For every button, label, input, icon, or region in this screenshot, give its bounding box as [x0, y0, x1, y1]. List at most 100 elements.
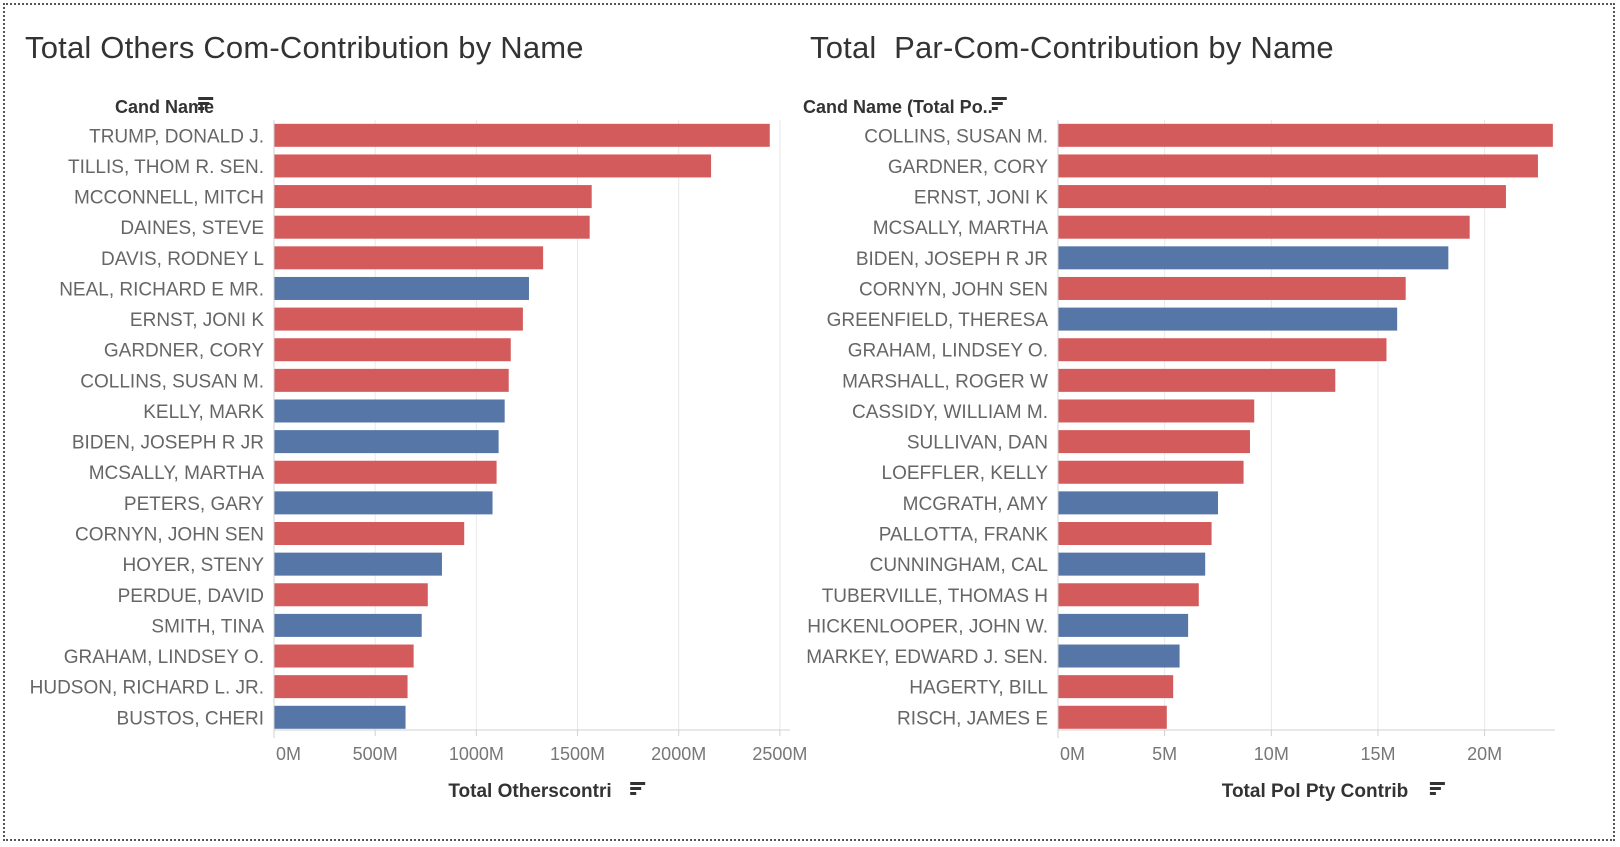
bar[interactable]: [274, 185, 592, 209]
x-axis-title: Total Otherscontri: [448, 781, 611, 802]
bar[interactable]: [274, 522, 465, 546]
bar[interactable]: [274, 246, 544, 270]
bar[interactable]: [274, 123, 770, 147]
category-label: MCSALLY, MARTHA: [89, 463, 265, 484]
category-label: SMITH, TINA: [151, 616, 264, 637]
bar[interactable]: [274, 276, 529, 300]
bar[interactable]: [274, 154, 712, 178]
bar[interactable]: [1058, 338, 1387, 362]
category-label: PALLOTTA, FRANK: [879, 525, 1049, 546]
category-label: CASSIDY, WILLIAM M.: [852, 402, 1048, 423]
bar[interactable]: [274, 644, 414, 668]
category-label: GRAHAM, LINDSEY O.: [64, 647, 264, 668]
category-label: MARKEY, EDWARD J. SEN.: [806, 647, 1048, 668]
bar[interactable]: [1058, 460, 1244, 484]
bar[interactable]: [1058, 613, 1189, 637]
category-label: MCSALLY, MARTHA: [873, 218, 1049, 239]
category-label: SULLIVAN, DAN: [907, 433, 1048, 454]
x-tick-label: 10M: [1254, 744, 1289, 764]
category-label: TRUMP, DONALD J.: [89, 126, 264, 147]
x-tick-label: 500M: [353, 744, 398, 764]
bar[interactable]: [1058, 430, 1250, 454]
bar[interactable]: [1058, 307, 1398, 331]
dashboard-frame: [3, 3, 1615, 841]
bar[interactable]: [1058, 644, 1180, 668]
category-label: DAINES, STEVE: [120, 218, 264, 239]
category-label: DAVIS, RODNEY L: [101, 249, 264, 270]
category-label: GARDNER, CORY: [888, 157, 1048, 178]
category-label: PERDUE, DAVID: [118, 586, 264, 607]
bar[interactable]: [274, 368, 509, 392]
category-label: KELLY, MARK: [143, 402, 264, 423]
category-label: MCCONNELL, MITCH: [74, 188, 264, 209]
chart-panel-party-contribution: Total Par-Com-Contribution by Name Cand …: [803, 0, 1620, 847]
bar[interactable]: [274, 430, 499, 454]
category-label: COLLINS, SUSAN M.: [80, 371, 264, 392]
category-label: BIDEN, JOSEPH R JR: [856, 249, 1048, 270]
bar[interactable]: [274, 338, 511, 362]
category-label: ERNST, JONI K: [130, 310, 264, 331]
bar[interactable]: [274, 491, 493, 515]
bar[interactable]: [1058, 491, 1218, 515]
bar[interactable]: [1058, 185, 1506, 209]
category-label: TUBERVILLE, THOMAS H: [822, 586, 1048, 607]
bar[interactable]: [1058, 154, 1538, 178]
chart-panel-others-contribution: Total Others Com-Contribution by Name Ca…: [25, 30, 807, 802]
row-header-label: Cand Name: [115, 97, 214, 117]
bar-chart-party-contribution: Cand Name (Total Po.. COLLINS, SUSAN M. GA…: [803, 97, 1555, 802]
category-label: CORNYN, JOHN SEN: [859, 279, 1048, 300]
sort-icon[interactable]: [991, 97, 1007, 110]
bar[interactable]: [1058, 552, 1206, 576]
x-tick-label: 1000M: [449, 744, 504, 764]
sort-icon[interactable]: [198, 97, 214, 110]
category-label: GARDNER, CORY: [104, 341, 264, 362]
category-label: MCGRATH, AMY: [903, 494, 1049, 515]
bar[interactable]: [1058, 399, 1255, 423]
chart-title: Total Par-Com-Contribution by Name: [810, 30, 1334, 65]
bar[interactable]: [274, 705, 406, 729]
category-label: LOEFFLER, KELLY: [882, 463, 1049, 484]
bar[interactable]: [1058, 583, 1199, 607]
x-tick-label: 1500M: [550, 744, 605, 764]
bar[interactable]: [1058, 368, 1336, 392]
category-label: GRAHAM, LINDSEY O.: [848, 341, 1048, 362]
bar[interactable]: [1058, 522, 1212, 546]
bar[interactable]: [1058, 123, 1553, 147]
bar[interactable]: [274, 552, 442, 576]
chart-title: Total Others Com-Contribution by Name: [25, 30, 584, 65]
row-header-label: Cand Name (Total Po..: [803, 97, 993, 117]
bar[interactable]: [274, 399, 505, 423]
category-label: CORNYN, JOHN SEN: [75, 525, 264, 546]
x-tick-label: 2000M: [651, 744, 706, 764]
x-tick-label: 0M: [276, 744, 301, 764]
category-label: ERNST, JONI K: [914, 188, 1048, 209]
x-tick-label: 20M: [1467, 744, 1502, 764]
sort-icon[interactable]: [1429, 782, 1445, 795]
category-label: BUSTOS, CHERI: [117, 708, 264, 729]
category-label: CUNNINGHAM, CAL: [870, 555, 1048, 576]
x-axis-title: Total Pol Pty Contrib: [1222, 781, 1408, 802]
bar[interactable]: [1058, 675, 1174, 699]
x-tick-label: 15M: [1360, 744, 1395, 764]
sort-icon[interactable]: [630, 782, 646, 795]
bar[interactable]: [274, 307, 523, 331]
x-tick-label: 2500M: [752, 744, 807, 764]
category-label: RISCH, JAMES E: [897, 708, 1048, 729]
category-label: HICKENLOOPER, JOHN W.: [807, 616, 1048, 637]
bar[interactable]: [1058, 246, 1449, 270]
bar[interactable]: [274, 460, 497, 484]
bar[interactable]: [274, 215, 590, 239]
bar[interactable]: [1058, 215, 1470, 239]
category-label: HUDSON, RICHARD L. JR.: [30, 678, 264, 699]
bar[interactable]: [274, 675, 408, 699]
category-label: BIDEN, JOSEPH R JR: [72, 433, 264, 454]
category-label: PETERS, GARY: [124, 494, 264, 515]
category-label: HAGERTY, BILL: [909, 678, 1048, 699]
bar[interactable]: [274, 613, 422, 637]
category-label: NEAL, RICHARD E MR.: [59, 279, 264, 300]
bar[interactable]: [1058, 276, 1406, 300]
bar-chart-others-contribution: Cand Name TRUMP, DONALD J. TILLIS, THOM R.…: [30, 97, 807, 802]
bar[interactable]: [1058, 705, 1167, 729]
category-label: GREENFIELD, THERESA: [827, 310, 1049, 331]
bar[interactable]: [274, 583, 428, 607]
